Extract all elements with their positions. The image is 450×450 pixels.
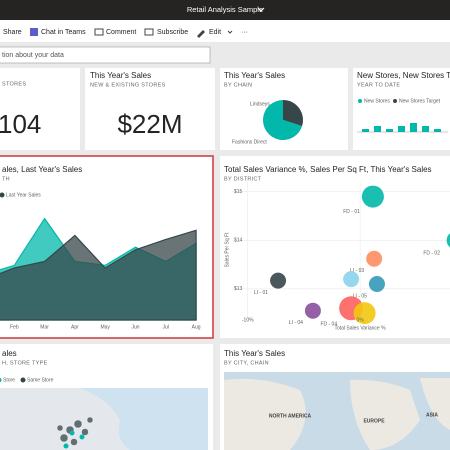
- tile-title: New Stores, New Stores Target: [357, 71, 450, 80]
- point-label: LI - 05: [353, 293, 367, 299]
- point-label: FD - 04: [320, 322, 337, 328]
- top-bar: [0, 0, 450, 20]
- subscribe-button[interactable]: Subscribe: [157, 29, 188, 36]
- point-label: LI - 04: [289, 320, 303, 326]
- map-bubbles: [63, 430, 85, 449]
- tile-subtitle: BY DISTRICT: [224, 176, 262, 182]
- comment-icon: [94, 28, 104, 36]
- toolbar: [0, 20, 450, 42]
- tile[interactable]: [85, 68, 215, 150]
- bubble: [304, 302, 321, 319]
- x-tick-label: 0%: [356, 317, 364, 323]
- tile-subtitle: TH: [2, 176, 10, 182]
- tile-subtitle: NEW & EXISTING STORES: [90, 82, 166, 88]
- legend-label: New Stores: [364, 98, 390, 104]
- legend-label: Store: [3, 377, 15, 383]
- y-tick-label: $15: [234, 189, 243, 195]
- report-title[interactable]: Retail Analysis Sample: [187, 5, 263, 14]
- map-bubbles: [56, 416, 94, 446]
- x-tick-label: Apr: [71, 324, 79, 330]
- tile-subtitle: H, STORE TYPE: [2, 360, 48, 366]
- map-water: [80, 388, 208, 450]
- tile-title: Total Sales Variance %, Sales Per Sq Ft,…: [224, 165, 432, 174]
- y-tick-label: $14: [234, 238, 243, 244]
- plot: FD - 01 FD - 02 LI - 03 LI - 01 LI - 04 LI - …: [232, 182, 450, 328]
- bubble: [343, 271, 360, 288]
- tile-title: This Year's Sales: [224, 71, 285, 80]
- pie-slice: [263, 100, 303, 141]
- bubble: [353, 302, 376, 325]
- pie-label: Lindseys: [250, 101, 270, 107]
- tile-subtitle: BY CHAIN: [224, 82, 252, 88]
- tile-title: ales: [2, 349, 17, 358]
- point-label: FD - 01: [343, 209, 360, 215]
- x-tick-label: Feb: [10, 324, 19, 330]
- bubble: [446, 233, 450, 248]
- comment-button[interactable]: Comment: [106, 29, 136, 36]
- x-tick-label: Jul: [163, 324, 169, 330]
- teams-icon: [30, 28, 38, 36]
- legend-label: New Stores Target: [399, 98, 441, 104]
- bubble: [368, 276, 385, 292]
- bar: [398, 126, 405, 132]
- legend-dot: [358, 99, 362, 103]
- bubble: [270, 272, 287, 289]
- y-tick-label: $13: [234, 286, 243, 292]
- edit-icon: [197, 30, 205, 38]
- card-value: 104: [0, 109, 41, 139]
- y-axis-title: Sales Per Sq Ft: [224, 232, 230, 268]
- edit-chevron: [227, 30, 233, 34]
- map-label: NORTH AMERICA: [269, 413, 312, 419]
- tile-title: ales, Last Year's Sales: [2, 165, 82, 174]
- bubble: [366, 250, 383, 267]
- tile-title: This Year's Sales: [90, 71, 151, 80]
- legend-dot: [0, 192, 5, 198]
- tile[interactable]: [220, 156, 450, 338]
- qa-placeholder: tion about your data: [2, 52, 64, 59]
- mail-icon: [144, 28, 154, 36]
- chevron: [257, 7, 265, 12]
- card-value: $22M: [117, 109, 182, 139]
- bar: [422, 126, 429, 132]
- qa-box[interactable]: [0, 46, 211, 64]
- edit-button[interactable]: Edit: [209, 29, 221, 36]
- point-label: LI - 01: [254, 290, 268, 296]
- share-button[interactable]: Share: [3, 29, 22, 36]
- x-tick-label: May: [100, 324, 110, 330]
- legend-dot: [393, 99, 397, 103]
- tile[interactable]: [353, 68, 450, 150]
- bar: [374, 126, 381, 132]
- x-tick-label: -10%: [242, 317, 254, 323]
- x-tick-label: Jun: [131, 324, 139, 330]
- chat-button[interactable]: Chat in Teams: [41, 29, 86, 36]
- point-label: FD - 02: [423, 251, 440, 257]
- legend-dot: [0, 377, 2, 383]
- land: [224, 378, 450, 450]
- area: [0, 229, 197, 321]
- map-label: EUROPE: [363, 418, 385, 424]
- tile[interactable]: [0, 68, 80, 150]
- x-tick-label: Mar: [40, 324, 49, 330]
- legend-label: Same Store: [27, 377, 54, 383]
- x-axis-title: Total Sales Variance %: [334, 325, 386, 331]
- bar: [386, 129, 393, 132]
- x-tick-label: Aug: [192, 324, 201, 330]
- map-label: ASIA: [426, 412, 438, 418]
- tile-subtitle: STORES: [2, 81, 26, 87]
- bar: [434, 129, 441, 132]
- pie-label: Fashions Direct: [232, 139, 267, 145]
- bar: [410, 123, 417, 132]
- tile-subtitle: YEAR TO DATE: [357, 82, 400, 88]
- tile-title: This Year's Sales: [224, 349, 285, 358]
- more-button[interactable]: ···: [241, 29, 248, 36]
- pie-slice: [283, 100, 303, 127]
- tile-subtitle: BY CITY, CHAIN: [224, 360, 269, 366]
- point-label: LI - 03: [350, 268, 364, 274]
- legend-dot: [20, 377, 26, 383]
- bar: [362, 129, 369, 132]
- legend-label: Last Year Sales: [6, 192, 41, 198]
- bubble: [361, 185, 384, 208]
